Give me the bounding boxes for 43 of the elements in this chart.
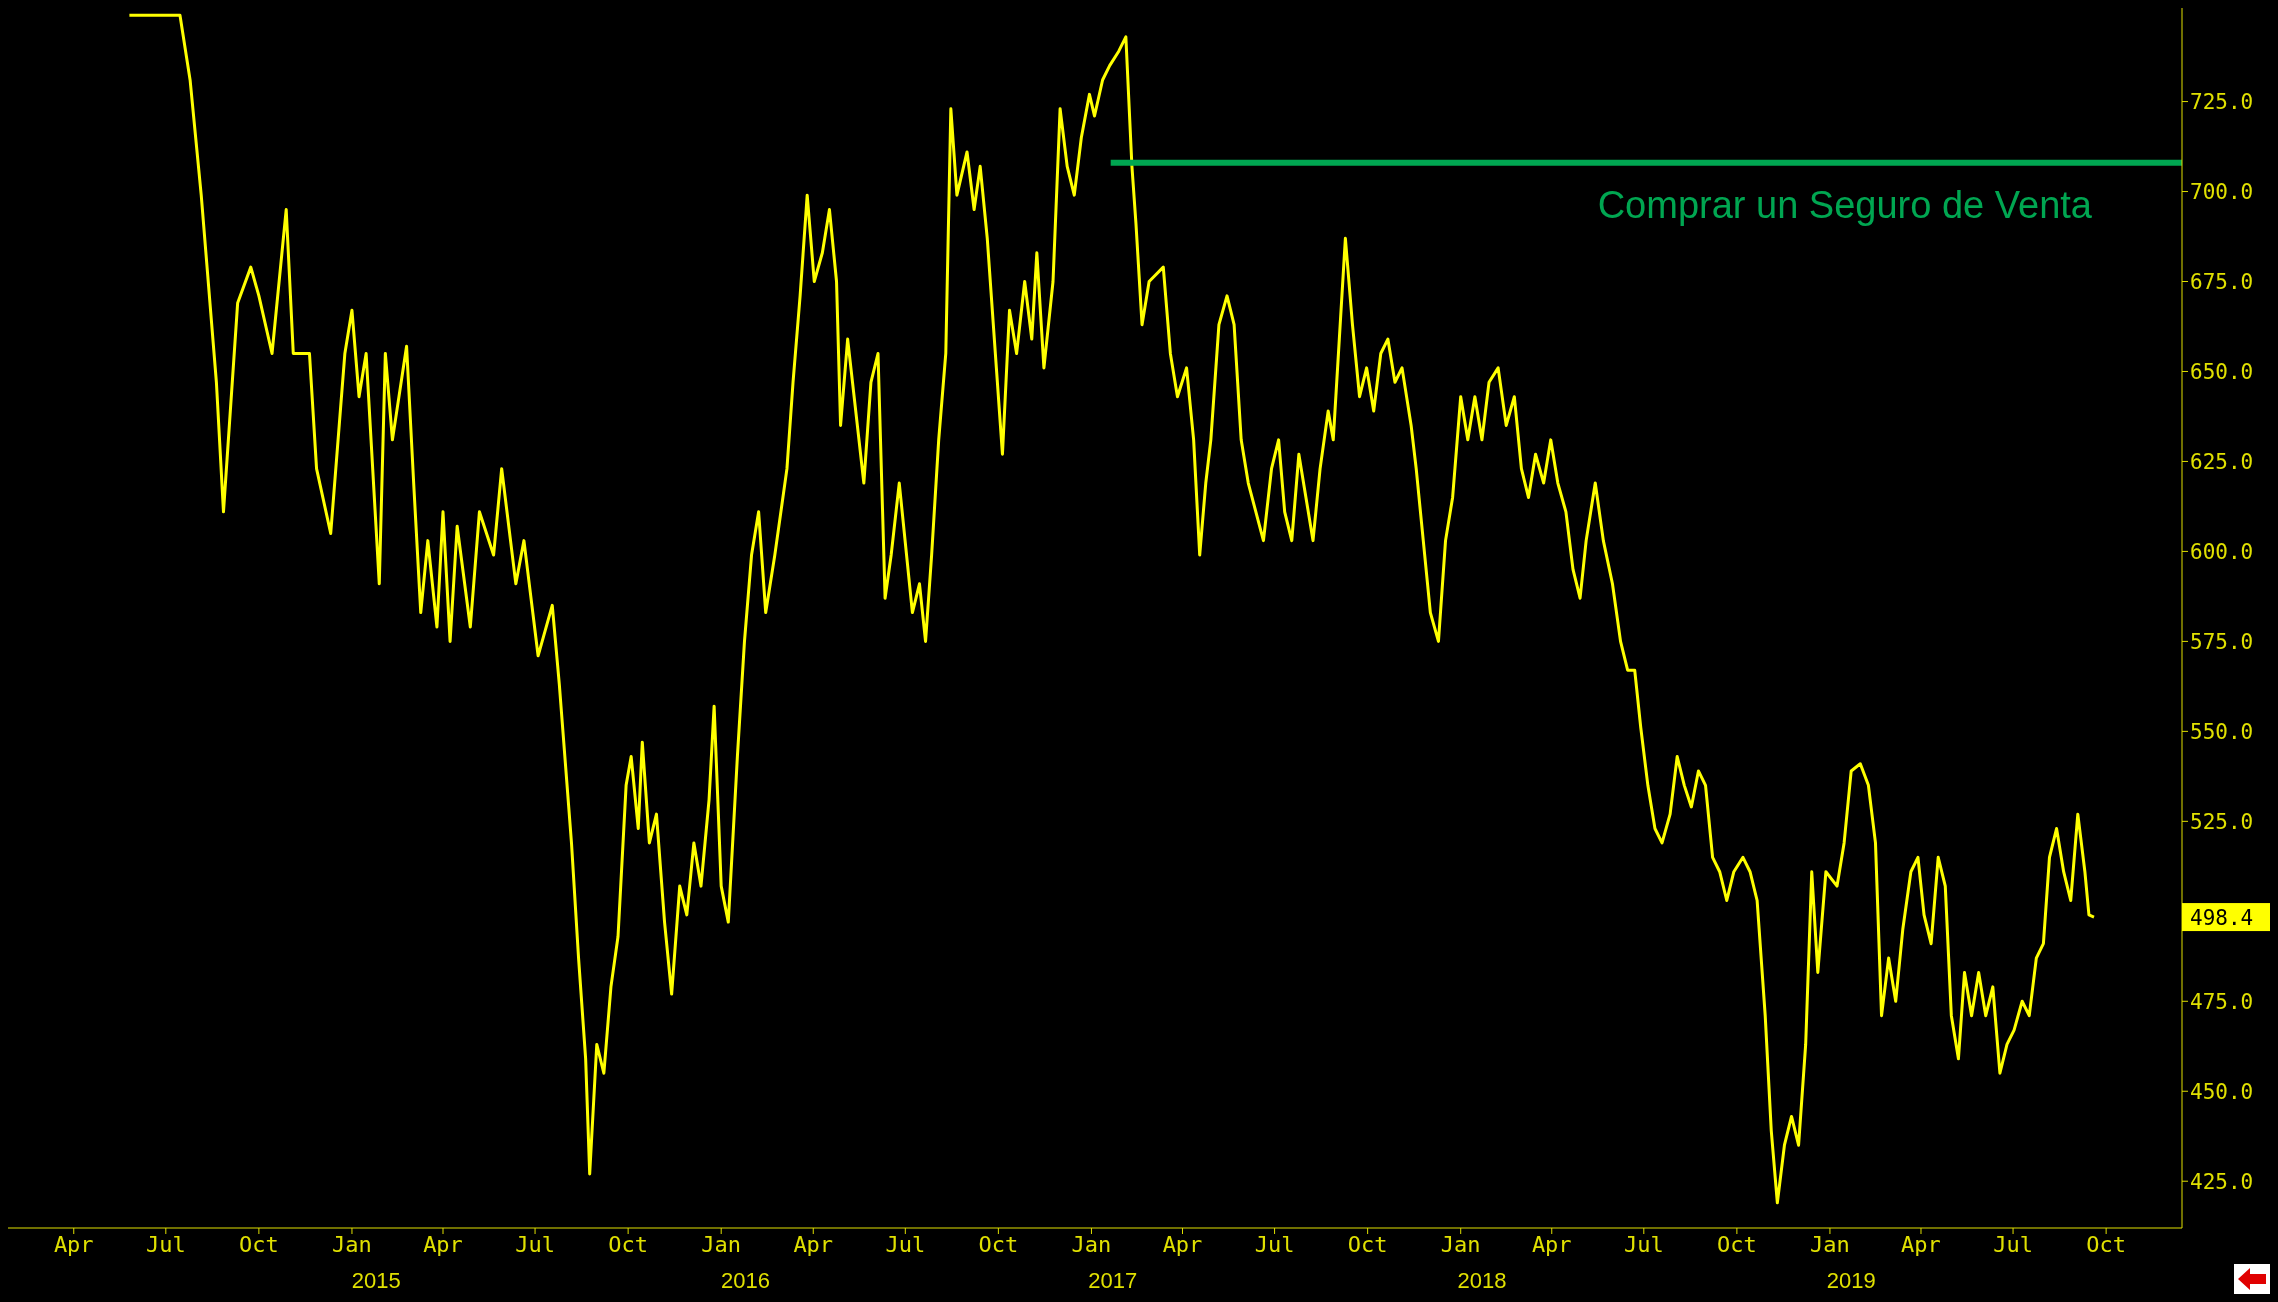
y-tick-label: 650.0: [2190, 359, 2254, 384]
x-tick-label: Oct: [978, 1231, 1019, 1257]
x-tick-label: Jul: [145, 1231, 186, 1257]
x-tick-label: Jul: [1254, 1231, 1295, 1257]
x2-tick-label: 2017: [1088, 1267, 1138, 1293]
x-tick-label: Apr: [423, 1231, 463, 1257]
x-tick-label: Oct: [2086, 1231, 2126, 1257]
x-tick-label: Jan: [1071, 1231, 1112, 1257]
y-tick-label: 550.0: [2190, 719, 2254, 744]
y-tick-label: 525.0: [2190, 809, 2254, 834]
x-tick-label: Apr: [1162, 1231, 1203, 1257]
text: 498.4: [2190, 906, 2254, 931]
y-tick-label: 425.0: [2190, 1169, 2254, 1194]
y-tick-label: 600.0: [2190, 539, 2254, 564]
x-tick-label: Oct: [1717, 1231, 1757, 1257]
x-tick-label: Jul: [1623, 1231, 1664, 1257]
y-tick-label: 450.0: [2190, 1079, 2254, 1104]
x-tick-label: Jan: [1440, 1231, 1481, 1257]
x-tick-label: Jan: [1810, 1231, 1850, 1257]
x-tick-label: Jul: [515, 1231, 555, 1257]
series-label: Comprar un Seguro de Venta: [1597, 183, 2093, 226]
x-tick-label: Jan: [701, 1231, 742, 1257]
x-tick-label: Apr: [1531, 1231, 1572, 1257]
x-tick-label: Apr: [1901, 1231, 1941, 1257]
y-tick-label: 675.0: [2190, 269, 2254, 294]
y-tick-label: 725.0: [2190, 90, 2254, 115]
x-tick-label: Oct: [608, 1231, 649, 1257]
x-tick-label: Jan: [332, 1231, 372, 1257]
x-tick-label: Apr: [793, 1231, 834, 1257]
y-tick-label: 575.0: [2190, 629, 2254, 654]
x2-tick-label: 2015: [351, 1267, 401, 1293]
x-tick-label: Apr: [53, 1231, 94, 1257]
line-series: [127, 13, 2096, 1205]
x2-tick-label: 2019: [1826, 1267, 1876, 1293]
x2-tick-label: 2018: [1457, 1267, 1507, 1293]
x-tick-label: Jul: [885, 1231, 926, 1257]
y-tick-label: 625.0: [2190, 449, 2254, 474]
x-tick-label: Oct: [239, 1231, 279, 1257]
x-tick-label: Jul: [1993, 1231, 2033, 1257]
x2-tick-label: 2016: [721, 1267, 770, 1293]
x-tick-label: Oct: [1347, 1231, 1388, 1257]
y-tick-label: 700.0: [2190, 179, 2254, 204]
y-tick-label: 475.0: [2190, 989, 2254, 1014]
